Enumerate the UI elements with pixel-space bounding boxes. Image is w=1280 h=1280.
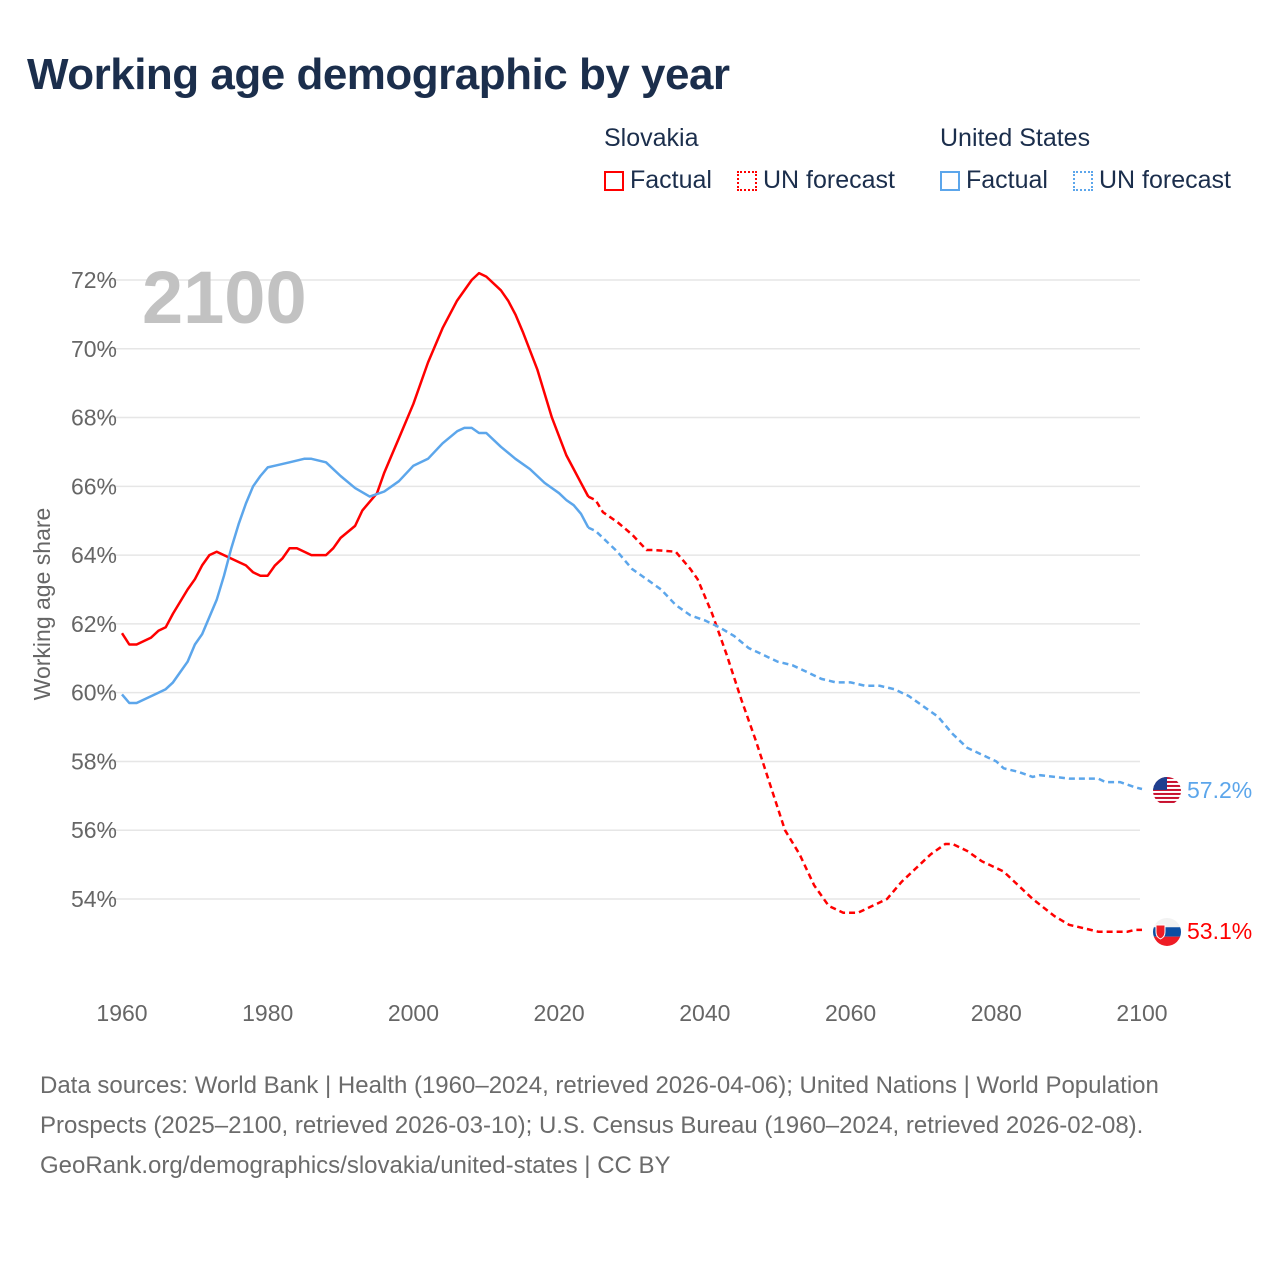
flag-stripe — [1153, 796, 1181, 799]
slovakia-flag-icon — [1153, 917, 1181, 946]
slovakia-end-value: 53.1% — [1187, 918, 1252, 944]
source-note: Data sources: World Bank | Health (1960–… — [40, 1066, 1220, 1186]
legend-us-forecast[interactable]: UN forecast — [1073, 166, 1231, 195]
flag-canton — [1153, 776, 1167, 790]
y-tick-label: 56% — [71, 817, 117, 843]
x-tick-label: 1980 — [242, 1000, 293, 1026]
legend-swatch-dotted — [737, 170, 757, 191]
legend-slovakia-forecast[interactable]: UN forecast — [737, 166, 895, 195]
y-tick-label: 66% — [71, 473, 117, 499]
legend-swatch-solid — [604, 170, 624, 191]
united-states-end-value: 57.2% — [1187, 777, 1252, 803]
attribution-link[interactable]: GeoRank.org/demographics/slovakia/united… — [40, 1152, 671, 1179]
flag-graphic — [1153, 917, 1181, 946]
flag-stripe — [1153, 800, 1181, 803]
legend-swatch-solid — [940, 170, 960, 191]
chart-title: Working age demographic by year — [27, 50, 730, 99]
flag-shield — [1155, 924, 1166, 940]
y-tick-label: 64% — [71, 542, 117, 568]
flag-stripe — [1153, 936, 1181, 946]
slovakia-factual-line — [120, 271, 590, 646]
year-watermark: 2100 — [142, 256, 307, 339]
x-tick-label: 2020 — [534, 1000, 585, 1026]
y-tick-label: 72% — [71, 267, 117, 293]
y-axis-label: Working age share — [29, 508, 55, 701]
x-tick-label: 2060 — [825, 1000, 876, 1026]
legend-label: Factual — [966, 166, 1048, 194]
y-tick-label: 68% — [71, 405, 117, 431]
slovakia-forecast-line — [587, 495, 1142, 933]
legend-swatch-dotted — [1073, 170, 1093, 191]
x-tick-label: 1960 — [96, 1000, 147, 1026]
legend-slovakia-factual[interactable]: Factual — [604, 166, 712, 195]
y-tick-label: 60% — [71, 680, 117, 706]
legend-label: UN forecast — [763, 166, 895, 194]
flag-stripe — [1153, 927, 1181, 937]
flag-graphic — [1153, 776, 1181, 803]
legend-us-factual[interactable]: Factual — [940, 166, 1048, 195]
united-states-factual-line — [121, 426, 590, 705]
x-tick-label: 2000 — [388, 1000, 439, 1026]
x-tick-label: 2040 — [679, 1000, 730, 1026]
y-tick-label: 58% — [71, 748, 117, 774]
legend-country-slovakia: Slovakia — [604, 124, 699, 152]
legend-label: Factual — [630, 166, 712, 194]
legend-country-united-states: United States — [940, 124, 1091, 152]
x-tick-label: 2100 — [1116, 1000, 1167, 1026]
y-tick-label: 70% — [71, 336, 117, 362]
legend-label: UN forecast — [1099, 166, 1231, 194]
flag-stripe — [1153, 792, 1181, 795]
x-tick-label: 2080 — [971, 1000, 1022, 1026]
y-tick-label: 54% — [71, 886, 117, 912]
flag-stripe — [1153, 917, 1181, 928]
united-states-flag-icon — [1153, 776, 1181, 803]
y-tick-label: 62% — [71, 611, 117, 637]
united-states-forecast-line — [587, 526, 1143, 791]
data-sources: Data sources: World Bank | Health (1960–… — [40, 1072, 1159, 1139]
